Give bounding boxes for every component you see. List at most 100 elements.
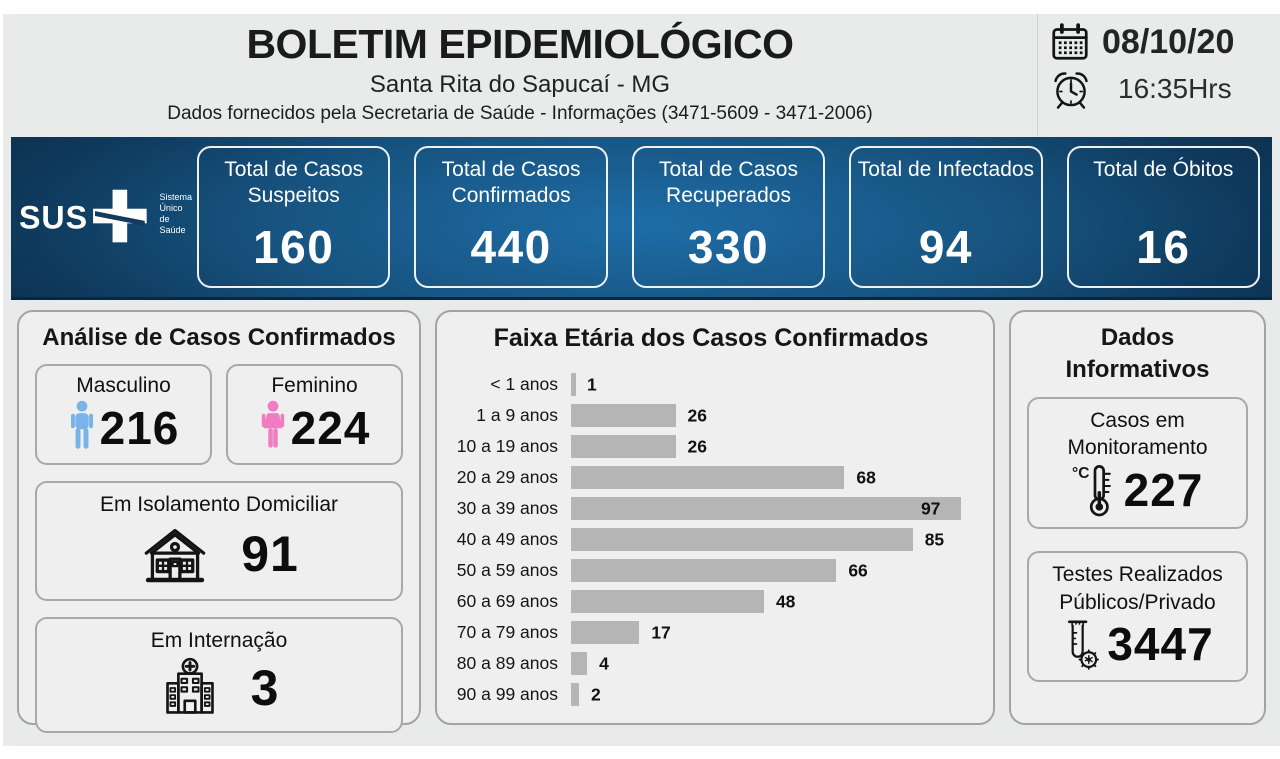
chart-title: Faixa Etária dos Casos Confirmados — [493, 324, 929, 352]
chart-category-label: 70 a 79 anos — [456, 622, 558, 642]
chart-track: 17 — [571, 621, 973, 644]
alarm-clock-icon — [1054, 72, 1088, 109]
date-value: 08/10/20 — [1102, 22, 1235, 61]
female-value: 224 — [290, 401, 371, 454]
stat-card-recuperados: Total de Casos Recuperados 330 — [631, 146, 826, 288]
chart-row: 10 a 19 anos 26 — [449, 435, 973, 458]
stat-label: Total de Infectados — [857, 158, 1035, 181]
thermometer-icon: °C — [1072, 465, 1111, 517]
stats-banner: SUS Sistema Único de Saúde Total de Caso… — [11, 137, 1272, 300]
data-source-line: Dados fornecidos pela Secretaria de Saúd… — [167, 102, 873, 124]
header-main: BOLETIM EPIDEMIOLÓGICO Santa Rita do Sap… — [3, 14, 1037, 137]
tests-value: 3447 — [1107, 617, 1214, 670]
chart-bar — [571, 497, 961, 520]
tests-card: Testes Realizados Públicos/Privado — [1027, 551, 1248, 682]
stat-value: 94 — [918, 221, 973, 273]
chart-value-label: 2 — [591, 684, 601, 704]
page-subtitle: Santa Rita do Sapucaí - MG — [369, 70, 671, 98]
gender-row: Masculino — [35, 364, 403, 465]
chart-value-label: 85 — [924, 529, 945, 549]
stat-card-confirmados: Total de Casos Confirmados 440 — [414, 146, 608, 288]
panels-row: Análise de Casos Confirmados Masculino — [3, 300, 1280, 733]
chart-row: 80 a 89 anos 4 — [449, 652, 973, 675]
stat-label: Total de Óbitos — [1093, 158, 1234, 181]
chart-track: 4 — [571, 652, 973, 675]
age-chart: < 1 anos 1 1 a 9 anos 26 10 a 19 anos 26 20 a … — [449, 373, 973, 706]
chart-row: < 1 anos 1 — [449, 373, 973, 396]
female-icon — [259, 400, 287, 455]
time-row: 16:35Hrs — [1050, 68, 1280, 110]
chart-track: 26 — [571, 435, 973, 458]
male-icon — [68, 400, 96, 455]
stat-value: 330 — [687, 221, 770, 273]
stat-value: 160 — [253, 221, 335, 273]
analysis-title: Análise de Casos Confirmados — [42, 324, 396, 351]
chart-track: 97 — [571, 497, 973, 520]
sus-logo: SUS Sistema Único de Saúde — [19, 187, 197, 247]
informative-title: Dados Informativos — [1065, 324, 1210, 384]
sus-logo-text: SUS — [19, 200, 88, 236]
stat-value: 16 — [1136, 221, 1191, 273]
chart-row: 60 a 69 anos 48 — [449, 590, 973, 613]
chart-row: 40 a 49 anos 85 — [449, 528, 973, 551]
chart-bar — [571, 435, 676, 458]
chart-row: 30 a 39 anos 97 — [449, 497, 973, 520]
house-icon — [144, 528, 206, 583]
monitoring-card: Casos em Monitoramento °C 227 — [1027, 396, 1248, 530]
chart-row: 1 a 9 anos 26 — [449, 404, 973, 427]
calendar-icon — [1052, 23, 1088, 60]
stat-cards: Total de Casos Suspeitos 160 Total de Ca… — [197, 146, 1261, 288]
chart-category-label: 1 a 9 anos — [476, 405, 558, 425]
male-value: 216 — [99, 401, 180, 454]
male-label: Masculino — [76, 374, 171, 397]
stat-value: 440 — [470, 221, 552, 273]
panel-age-chart: Faixa Etária dos Casos Confirmados < 1 a… — [435, 310, 995, 725]
chart-value-label: 17 — [651, 622, 671, 642]
chart-category-label: 80 a 89 anos — [456, 653, 558, 673]
stat-card-infectados: Total de Infectados 94 — [849, 146, 1043, 288]
chart-value-label: 26 — [687, 436, 707, 456]
chart-value-label: 4 — [599, 653, 609, 673]
header-divider — [1037, 14, 1038, 137]
chart-category-label: 90 a 99 anos — [456, 684, 558, 704]
chart-track: 1 — [571, 373, 973, 396]
isolation-label: Em Isolamento Domiciliar — [99, 493, 339, 516]
chart-bar — [571, 621, 640, 644]
panel-analysis: Análise de Casos Confirmados Masculino — [17, 310, 421, 733]
chart-bar — [571, 466, 845, 489]
stat-label: Total de Casos Recuperados — [659, 158, 798, 207]
header: BOLETIM EPIDEMIOLÓGICO Santa Rita do Sap… — [3, 14, 1280, 137]
chart-value-label: 66 — [848, 560, 868, 580]
chart-track: 66 — [571, 559, 973, 582]
stat-label: Total de Casos Suspeitos — [224, 158, 364, 207]
chart-track: 68 — [571, 466, 973, 489]
chart-category-label: 20 a 29 anos — [456, 467, 558, 487]
chart-row: 70 a 79 anos 17 — [449, 621, 973, 644]
hospitalized-value: 3 — [250, 660, 280, 716]
chart-row: 50 a 59 anos 66 — [449, 559, 973, 582]
chart-value-label: 97 — [920, 498, 941, 518]
chart-value-label: 26 — [687, 405, 707, 425]
chart-track: 85 — [571, 528, 973, 551]
monitoring-label: Casos em Monitoramento — [1067, 408, 1208, 460]
chart-category-label: < 1 anos — [490, 374, 558, 394]
stat-card-suspeitos: Total de Casos Suspeitos 160 — [197, 146, 391, 288]
stat-card-obitos: Total de Óbitos 16 — [1066, 146, 1261, 288]
chart-value-label: 68 — [856, 467, 876, 487]
bulletin-content: BOLETIM EPIDEMIOLÓGICO Santa Rita do Sap… — [0, 14, 1280, 746]
sus-tagline: Sistema Único de Saúde — [159, 191, 192, 236]
male-card: Masculino — [35, 364, 212, 465]
chart-value-label: 1 — [587, 374, 597, 394]
panel-informative: Dados Informativos Casos em Monitorament… — [1009, 310, 1266, 725]
female-card: Feminino — [226, 364, 403, 465]
time-value: 16:35Hrs — [1118, 73, 1232, 104]
page-title: BOLETIM EPIDEMIOLÓGICO — [246, 21, 794, 67]
isolation-value: 91 — [241, 526, 299, 582]
stat-label: Total de Casos Confirmados — [441, 158, 581, 207]
chart-category-label: 40 a 49 anos — [456, 529, 558, 549]
sus-logo-graphic: SUS — [19, 189, 147, 243]
chart-bar — [571, 373, 576, 396]
chart-row: 90 a 99 anos 2 — [449, 683, 973, 706]
chart-bar — [571, 683, 580, 706]
